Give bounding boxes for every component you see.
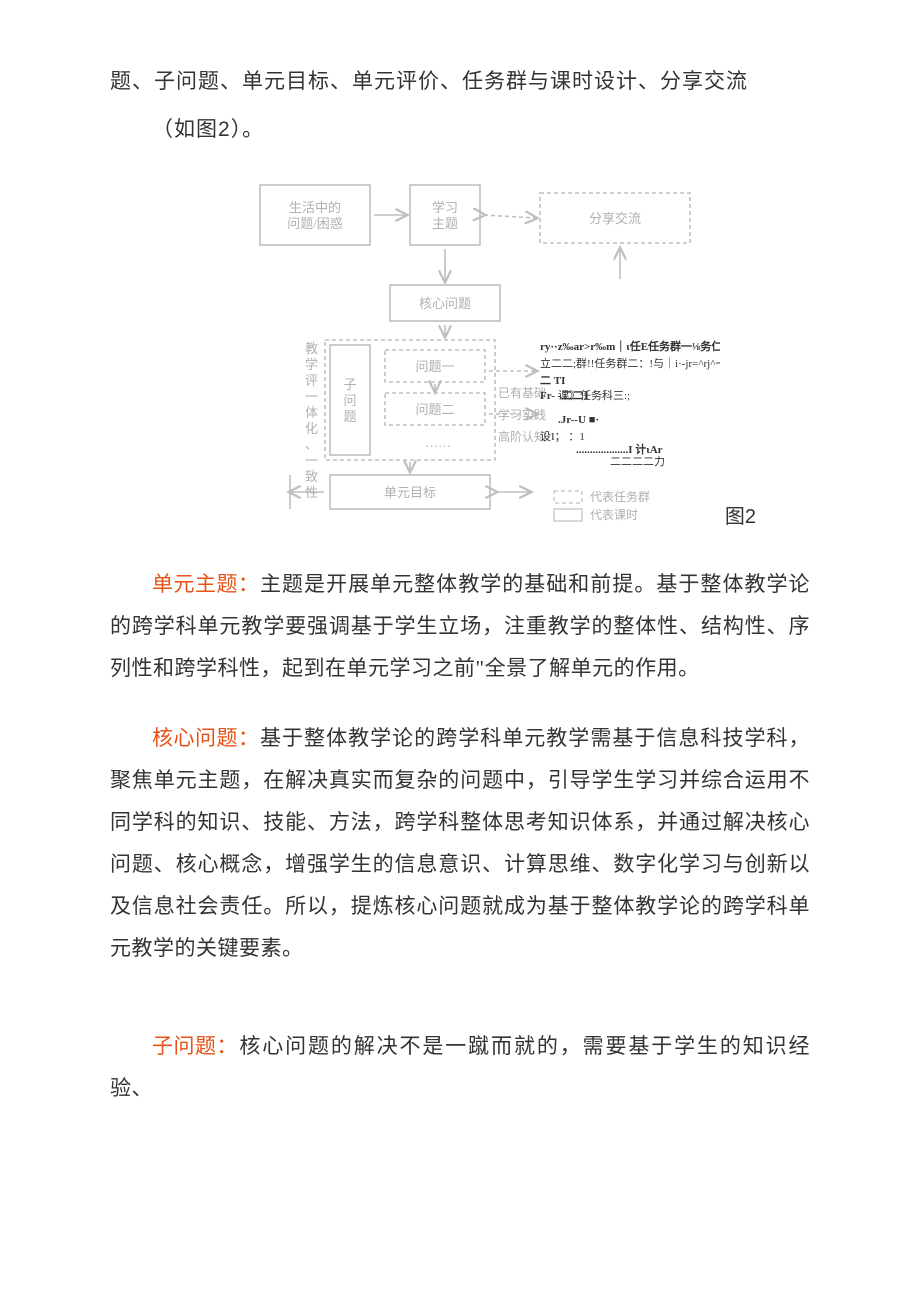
svg-text:学习实践: 学习实践 (498, 407, 546, 422)
svg-text:代表课时: 代表课时 (590, 508, 638, 522)
diagram-container: 生活中的问题/困惑学习主题分享交流核心问题子问题问题一问题二……单元目标教学评一… (200, 175, 720, 535)
term-sub-problem: 子问题： (152, 1025, 238, 1067)
paragraph-sub-problem: 子问题：核心问题的解决不是一蹴而就的，需要基于学生的知识经验、 (110, 1025, 810, 1109)
paragraph-core-problem: 核心问题：基于整体教学论的跨学科单元教学需基于信息科技学科，聚焦单元主题，在解决… (110, 717, 810, 969)
svg-text:问: 问 (343, 393, 356, 408)
term-unit-theme: 单元主题： (152, 563, 260, 605)
svg-text:主题: 主题 (432, 216, 458, 231)
svg-text:致: 致 (305, 469, 318, 484)
figure-label: 图2 (725, 500, 756, 529)
body-core-problem: 基于整体教学论的跨学科单元教学需基于信息科技学科，聚焦单元主题，在解决真实而复杂… (110, 726, 810, 960)
top-text-2a: （如图 (152, 117, 218, 141)
figure-label-num: 2 (745, 506, 756, 528)
svg-text:设I； ：1: 设I； ：1 (540, 430, 585, 443)
top-line-1: 题、子问题、单元目标、单元评价、任务群与课时设计、分享交流 (110, 60, 810, 102)
top-text-1: 题、子问题、单元目标、单元评价、任务群与课时设计、分享交流 (110, 69, 748, 93)
svg-text:化: 化 (305, 421, 318, 436)
top-digit: 2 (218, 118, 231, 141)
top-text-2b: ）。 (231, 117, 265, 141)
svg-text:体: 体 (305, 405, 318, 420)
svg-text:问题一: 问题一 (415, 359, 454, 374)
term-core-problem: 核心问题： (152, 717, 260, 759)
svg-text:、: 、 (305, 437, 318, 452)
svg-text:题: 题 (343, 409, 356, 424)
svg-text:核心问题: 核心问题 (419, 296, 471, 311)
svg-text:一: 一 (305, 453, 318, 468)
svg-text:.Jr--U ■·: .Jr--U ■· (558, 414, 599, 426)
svg-text:子: 子 (343, 377, 356, 392)
svg-text:课》任务科三:;: 课》任务科三:; (558, 388, 630, 402)
figure-label-prefix: 图 (725, 506, 745, 528)
svg-text:立二二;群!!任务群二：!与｜i·-jr=^rj^一二: 立二二;群!!任务群二：!与｜i·-jr=^rj^一二 (540, 356, 720, 370)
svg-text:教: 教 (305, 341, 318, 356)
svg-text:ry··z‰ar>r‰m｜ι任E任务群一⅛务仁二: ry··z‰ar>r‰m｜ι任E任务群一⅛务仁二 (540, 339, 720, 353)
svg-text:……: …… (425, 435, 451, 450)
top-line-2: （如图2）。 (110, 108, 810, 151)
svg-text:问题/困惑: 问题/困惑 (287, 216, 343, 231)
svg-text:一: 一 (305, 389, 318, 404)
paragraph-unit-theme: 单元主题：主题是开展单元整体教学的基础和前提。基于整体教学论的跨学科单元教学要强… (110, 563, 810, 689)
svg-text:评: 评 (305, 373, 318, 388)
svg-text:分享交流: 分享交流 (589, 211, 641, 226)
svg-text:单元目标: 单元目标 (384, 485, 436, 500)
svg-text:代表任务群: 代表任务群 (590, 489, 650, 504)
svg-text:学: 学 (305, 357, 318, 372)
svg-text:已有基础: 已有基础 (498, 386, 546, 400)
svg-text:生活中的: 生活中的 (289, 200, 341, 215)
svg-text:学习: 学习 (432, 200, 458, 215)
svg-text:二二二二力: 二二二二力 (610, 455, 665, 468)
svg-text:二 TI: 二 TI (540, 375, 565, 387)
flow-diagram: 生活中的问题/困惑学习主题分享交流核心问题子问题问题一问题二……单元目标教学评一… (200, 175, 720, 535)
svg-text:...................I 计ιAr: ...................I 计ιAr (576, 442, 663, 456)
svg-text:高阶认知: 高阶认知 (498, 429, 546, 444)
svg-text:问题二: 问题二 (415, 402, 454, 417)
svg-text:性: 性 (305, 485, 318, 500)
